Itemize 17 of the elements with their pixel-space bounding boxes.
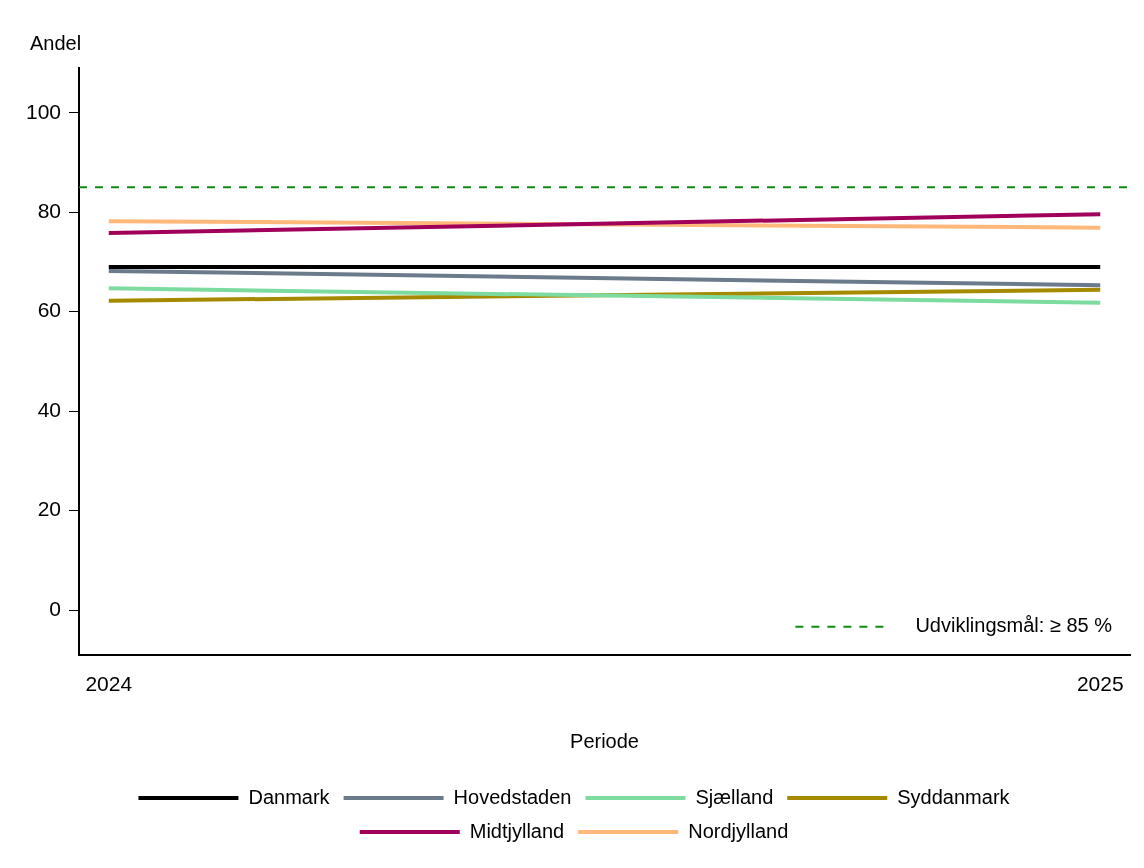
y-tick-label: 80 xyxy=(37,199,62,223)
legend-label: Hovedstaden xyxy=(453,785,572,808)
y-tick-label: 0 xyxy=(49,596,62,620)
legend-label: Nordjylland xyxy=(688,819,789,842)
legend-label: Danmark xyxy=(248,785,331,808)
legend-label: Midtjylland xyxy=(469,819,565,842)
legend-label: Sjælland xyxy=(695,785,774,808)
y-axis-title: Andel xyxy=(30,31,82,54)
legend-label: Syddanmark xyxy=(897,785,1011,808)
y-tick-label: 20 xyxy=(37,497,62,521)
x-axis-title: Periode xyxy=(570,729,639,752)
y-tick-label: 60 xyxy=(37,298,62,322)
x-tick-label: 2025 xyxy=(1076,672,1124,696)
legend-label: Udviklingsmål: ≥ 85 % xyxy=(915,614,1113,637)
x-tick-label: 2024 xyxy=(85,672,133,696)
y-tick-label: 40 xyxy=(37,397,62,421)
y-tick-label: 100 xyxy=(25,99,62,123)
